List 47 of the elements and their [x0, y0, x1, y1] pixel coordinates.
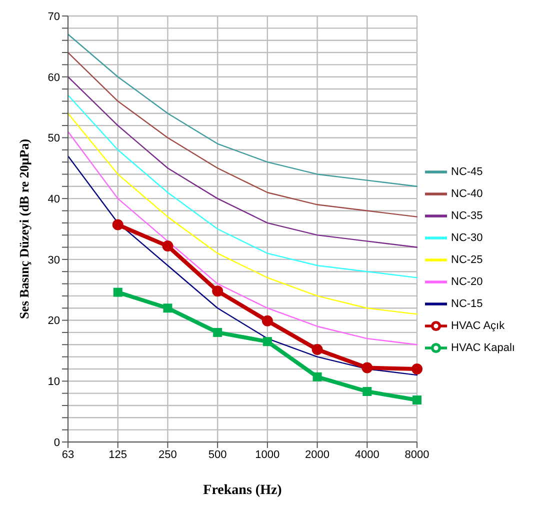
x-tick-label: 500	[208, 448, 227, 461]
line-series	[67, 76, 418, 248]
point	[312, 344, 323, 355]
point	[262, 315, 273, 326]
point	[212, 286, 224, 297]
x-tick-label: 125	[108, 448, 128, 461]
y-tick-label: 20	[48, 315, 60, 328]
x-axis-title: Frekans (Hz)	[203, 483, 282, 498]
legend-label: NC-45	[451, 166, 483, 178]
legend-label: HVAC Açık	[451, 320, 505, 332]
legend-label: NC-25	[451, 254, 483, 266]
point	[312, 372, 322, 382]
y-tick-label: 10	[48, 376, 60, 388]
x-tick-label: 63	[62, 448, 74, 461]
legend-label: HVAC Kapalı	[451, 342, 515, 354]
point	[412, 363, 422, 374]
point	[213, 328, 222, 337]
x-tick-label: 8000	[404, 448, 430, 461]
y-tick-label: 40	[48, 193, 60, 206]
line-series	[67, 131, 418, 346]
y-tick-label: 0	[54, 436, 60, 449]
legend-label: NC-35	[451, 210, 483, 222]
line-series	[67, 52, 418, 218]
y-tick-label: 60	[48, 72, 60, 84]
x-tick-label: 1000	[255, 448, 280, 461]
legend-label: NC-20	[451, 276, 483, 288]
y-tick-label: 50	[48, 132, 60, 145]
legend-label: NC-15	[451, 298, 483, 310]
point	[162, 240, 174, 252]
point	[112, 219, 124, 230]
point	[362, 362, 373, 374]
point	[163, 304, 172, 313]
x-tick-label: 2000	[305, 448, 330, 461]
legend-label: NC-30	[451, 232, 483, 244]
x-tick-label: 4000	[354, 448, 380, 461]
line-series	[67, 94, 418, 278]
y-axis-title: Ses Basınç Düzeyi (dB re 20μPa)	[16, 138, 32, 320]
point	[412, 396, 422, 405]
x-tick-label: 250	[158, 448, 177, 461]
legend-label: NC-40	[451, 188, 483, 200]
point	[262, 337, 272, 346]
point	[113, 288, 122, 297]
line-series	[67, 34, 418, 187]
y-tick-label: 70	[48, 10, 60, 23]
point	[362, 386, 372, 396]
line-series	[67, 112, 418, 315]
y-tick-label: 30	[48, 254, 60, 266]
